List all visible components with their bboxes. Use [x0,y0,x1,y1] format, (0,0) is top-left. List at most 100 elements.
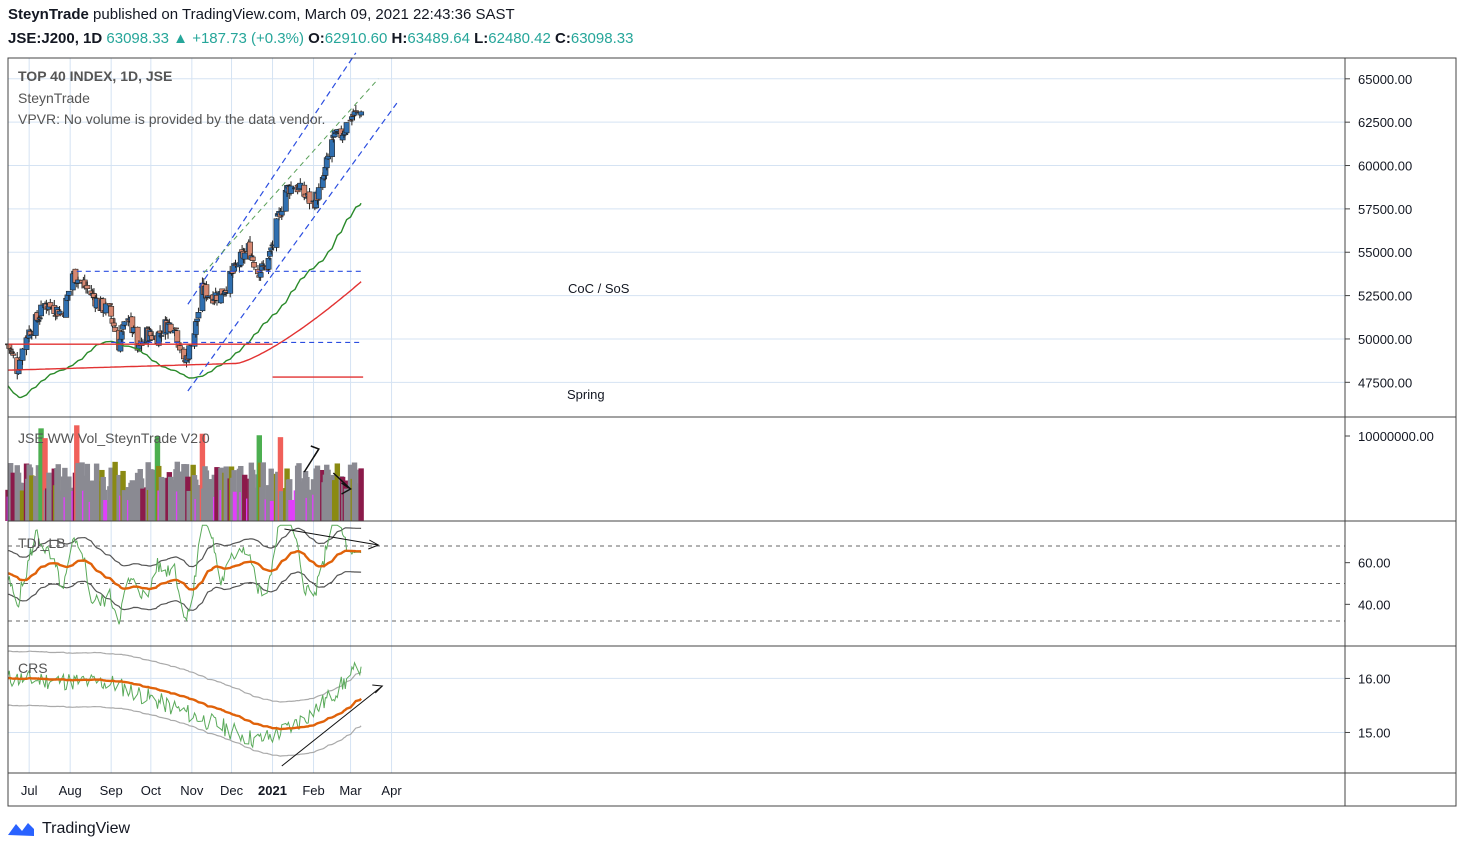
volume-tick-label: 10000000.00 [1358,429,1434,444]
volume-bar [277,437,284,521]
candle-body [38,304,44,317]
candle-body [348,116,355,120]
arrow-head-icon [368,539,380,550]
volume-bar [334,463,341,521]
price-tick-label: 52500.00 [1358,289,1412,304]
volume-bar [19,490,26,521]
candle-body [9,351,15,354]
candle-body [358,111,365,116]
candle-body [35,320,42,322]
candle-body [118,331,125,340]
price-tick-label: 60000.00 [1358,159,1412,174]
x-tick-label: Nov [180,783,204,798]
volume-bar [66,476,72,521]
candle-body [266,251,273,257]
candle-body [84,285,91,290]
candle-body [36,317,43,320]
outer-frame [7,57,1457,807]
crs-lower-band [7,704,362,757]
arrow-head-icon [341,482,352,495]
crs-trendline [281,685,383,767]
x-tick-label: Dec [220,783,244,798]
x-tick-label: 2021 [258,783,287,798]
candle-body [112,327,119,332]
candle-body [19,348,26,361]
candle-body [10,353,17,356]
tdi-tick-label: 60.00 [1358,556,1391,571]
candle-body [203,284,210,299]
volume-bar [214,467,220,521]
price-tick-label: 55000.00 [1358,245,1412,260]
candle-body [268,247,275,251]
tradingview-footer[interactable]: TradingView [6,820,130,838]
candle-body [47,302,54,308]
ohlc-header: JSE:J200, 1D 63098.33 ▲ +187.73 (+0.3%) … [8,30,633,47]
candle-body [288,185,294,194]
volume-bar [268,468,274,521]
last-price: 63098.33 [106,30,169,47]
tdi-trendline [284,528,379,546]
close-value: 63098.33 [570,30,634,47]
chart-frame [7,57,1457,807]
crs-tick-label: 16.00 [1358,671,1391,686]
volume-bar [232,491,239,521]
volume-bar [29,475,35,521]
volume-bar [42,438,48,521]
coc-annotation: CoC / SoS [568,281,630,296]
tdi-rsi-line [7,524,362,625]
candle-body [56,310,63,315]
volume-bar [186,490,192,521]
volume-bar [140,488,146,521]
candle-body [241,252,248,260]
candle-body [186,345,193,360]
author-name[interactable]: SteynTrade [8,6,89,23]
open-label: O: [308,30,325,47]
candle-body [352,110,359,112]
volume-bar [353,483,359,521]
x-tick-label: Oct [141,783,162,798]
candle-body [249,256,256,261]
volume-bar [56,490,63,521]
crs-signal-line [7,676,362,731]
volume-pane-title: JSE WW Vol_SteynTrade V2.0 [18,430,210,446]
publish-info: published on TradingView.com, March 09, … [93,6,515,23]
candle-body [174,330,181,343]
high-value: 63489.64 [407,30,470,47]
candle-body [108,306,115,317]
volume-bar [84,463,91,521]
candle-body [251,262,257,268]
candle-body [273,218,280,248]
volume-bar [288,499,294,521]
volume-bar [260,462,266,521]
channel-midline [203,78,379,274]
price-tick-label: 65000.00 [1358,72,1412,87]
low-label: L: [474,30,489,47]
volume-bar [158,476,165,521]
candle-body [110,322,117,327]
crs-tick-label: 15.00 [1358,725,1391,740]
volume-bar [358,468,364,521]
candle-body [329,139,335,157]
tradingview-logo-icon [8,823,34,836]
candle-body [63,297,70,318]
tdi-pane-title: TDI_LB [18,535,65,551]
tdi-tick-label: 40.00 [1358,597,1391,612]
up-arrow-icon: ▲ [173,30,189,47]
volume-bar [306,489,313,521]
volume-bar [279,491,285,521]
arrow-head-icon [310,445,320,458]
volume-bar [93,463,100,521]
legend-title: TOP 40 INDEX, 1D, JSE [18,68,172,84]
volume-bar [316,480,322,521]
candle-body [17,359,23,370]
candle-body [343,122,350,134]
volume-bar [325,469,331,521]
axis-labels: Jul Aug Sep Oct Nov Dec 2021 Feb Mar Apr 47500.00 5… [21,72,1434,798]
volume-bar [112,461,118,521]
candle-body [195,312,202,319]
tdi-lower-band [7,571,362,611]
crs-upper-band [7,650,362,703]
volume-bar [223,466,229,521]
volume-bar [10,472,16,521]
